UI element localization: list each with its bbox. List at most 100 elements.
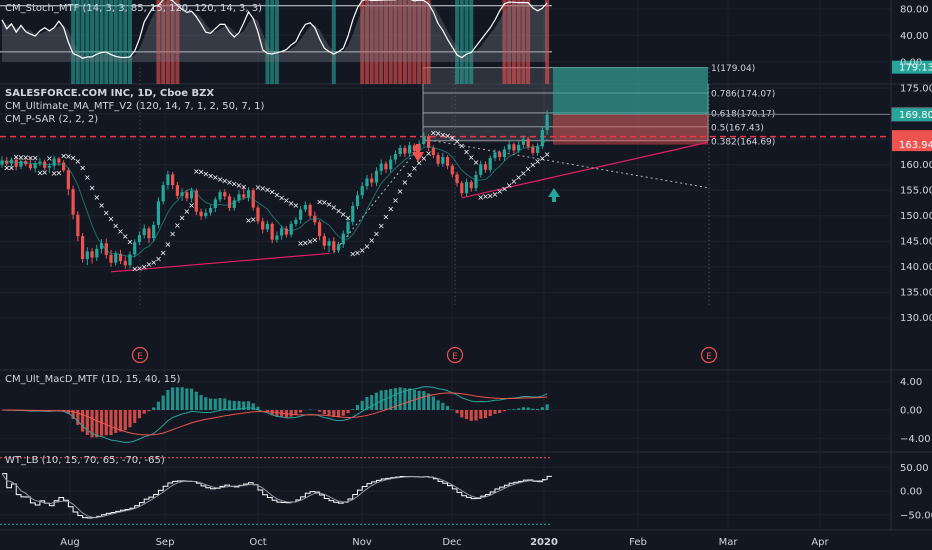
candle-body (265, 223, 270, 230)
candle-body (493, 152, 497, 159)
psar-dot: × (112, 221, 119, 230)
candle-body (308, 204, 312, 216)
macd-histogram-bar (317, 410, 322, 412)
psar-dot: × (402, 178, 409, 187)
psar-dot: × (364, 242, 371, 251)
psar-dot: × (539, 154, 546, 163)
macd-histogram-bar (393, 388, 398, 410)
price-tick-label: 150.00 (900, 211, 932, 222)
macd-histogram-bar (498, 410, 502, 413)
macd-histogram-bar (488, 410, 492, 417)
candle-body (332, 241, 336, 251)
candle-body (270, 223, 274, 240)
ma-indicator-label[interactable]: CM_Ultimate_MA_MTF_V2 (120, 14, 7, 1, 2,… (5, 101, 265, 112)
psar-dot: × (117, 227, 124, 236)
psar-dot: × (444, 132, 451, 141)
macd-histogram-bar (436, 400, 440, 410)
wt-indicator-label[interactable]: WT_LB (10, 15, 70, 65, -70, -65) (5, 455, 165, 466)
macd-histogram-bar (341, 410, 345, 416)
psar-dot: × (544, 150, 551, 159)
earnings-marker-label: E (137, 352, 143, 362)
psar-dot: × (22, 153, 29, 162)
candle-body (185, 192, 189, 199)
psar-dot: × (131, 265, 138, 274)
stoch-oversold-bar (99, 0, 104, 84)
price-tag-label: 179.13 (899, 63, 932, 74)
macd-histogram-bar (479, 410, 483, 419)
psar-dot: × (525, 165, 532, 174)
fib-level-label: 0.382(164.69) (711, 137, 775, 147)
candle-body (469, 182, 473, 189)
stoch-overbought-bar (165, 0, 170, 84)
psar-dot: × (515, 173, 522, 182)
candle-body (327, 241, 331, 246)
psar-dot: × (207, 171, 214, 180)
candle-body (374, 170, 379, 183)
stoch-indicator-label[interactable]: CM_Stoch_MTF (14, 3, 3, 85, 15, 120, 120… (5, 3, 263, 14)
psar-dot: × (454, 137, 461, 146)
candle-body (303, 204, 307, 210)
psar-dot: × (127, 237, 134, 246)
macd-histogram-bar (322, 410, 326, 415)
candle-body (483, 164, 488, 170)
macd-tick-label: −4.00 (900, 434, 931, 445)
psar-dot: × (136, 264, 143, 273)
macd-histogram-bar (545, 404, 549, 410)
macd-tick-label: 0.00 (900, 406, 922, 417)
macd-histogram-bar (294, 410, 298, 416)
psar-dot: × (155, 255, 162, 264)
time-tick-label: Aug (60, 537, 80, 548)
macd-histogram-bar (531, 408, 535, 410)
candle-body (360, 186, 364, 196)
candle-body (284, 228, 288, 235)
stoch-oversold-bar (127, 0, 132, 84)
candle-body (460, 183, 464, 194)
psar-dot: × (51, 169, 58, 178)
candle-body (19, 161, 23, 167)
psar-dot: × (335, 207, 342, 216)
stoch-overbought-bar (526, 0, 531, 84)
wt-tick-label: −50.00 (900, 510, 932, 521)
macd-histogram-bar (80, 410, 85, 432)
stoch-overbought-bar (511, 0, 516, 84)
candle-body (80, 236, 85, 260)
psar-dot: × (226, 178, 233, 187)
candle-body (137, 235, 142, 243)
candle-body (190, 190, 194, 199)
candle-body (289, 223, 293, 235)
candle-body (199, 211, 203, 217)
macd-histogram-bar (208, 398, 213, 410)
candle-body (365, 178, 369, 187)
macd-histogram-bar (71, 410, 75, 419)
candle-body (104, 243, 108, 255)
psar-indicator-label[interactable]: CM_P-SAR (2, 2, 2) (5, 114, 99, 125)
macd-tick-label: 4.00 (900, 377, 922, 388)
psar-dot: × (278, 193, 285, 202)
macd-indicator-label[interactable]: CM_Ult_MacD_MTF (1D, 15, 40, 15) (5, 374, 181, 385)
psar-dot: × (406, 170, 413, 179)
candle-body (118, 253, 123, 262)
candle-body (147, 228, 151, 239)
stoch-overbought-bar (393, 0, 398, 84)
time-tick-label: Dec (442, 537, 461, 548)
candle-body (194, 190, 198, 212)
candle-body (261, 221, 265, 230)
psar-dot: × (345, 213, 352, 222)
candle-body (99, 243, 104, 249)
macd-histogram-bar (384, 389, 388, 410)
macd-histogram-bar (180, 387, 184, 410)
macd-histogram-bar (90, 410, 94, 438)
candle-body (436, 155, 440, 164)
candle-body (213, 199, 217, 209)
macd-histogram-bar (232, 401, 236, 410)
psar-dot: × (307, 237, 314, 246)
candle-body (62, 162, 66, 171)
stoch-overbought-bar (398, 0, 403, 84)
psar-dot: × (487, 191, 494, 200)
candle-body (526, 139, 530, 147)
macd-histogram-bar (427, 393, 431, 410)
candle-body (521, 139, 525, 145)
psar-dot: × (259, 184, 266, 193)
candle-body (408, 145, 412, 154)
